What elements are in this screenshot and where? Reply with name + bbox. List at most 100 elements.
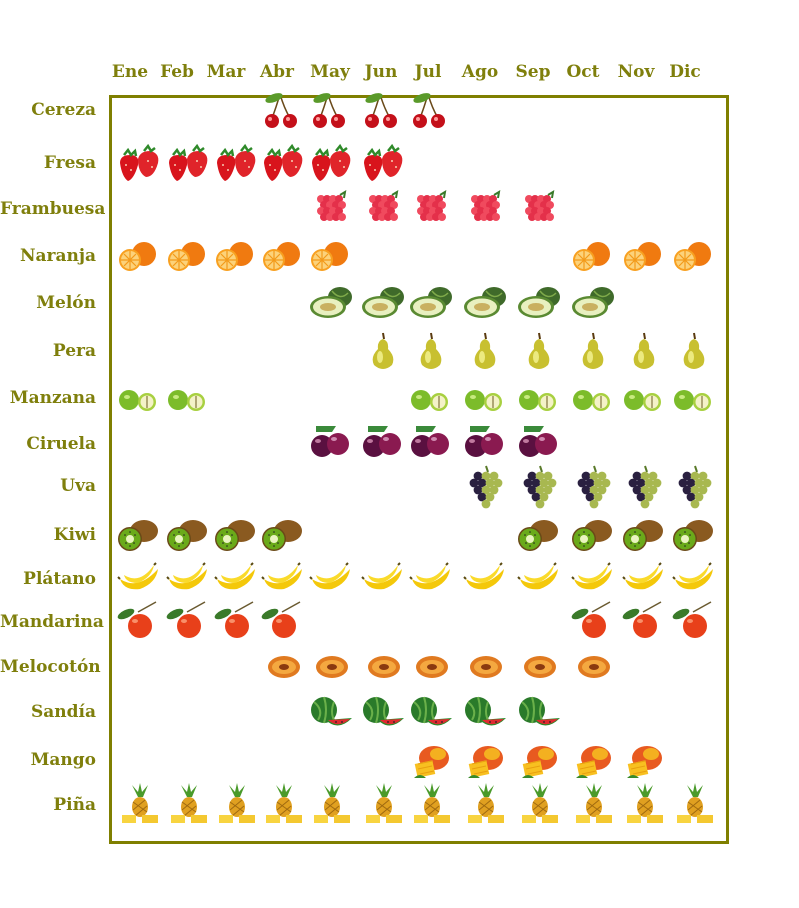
- orange-icon: [671, 234, 717, 278]
- mango-icon: [408, 738, 454, 782]
- mandarin-icon: [165, 600, 211, 644]
- pear-icon: [671, 329, 717, 373]
- pineapple-icon: [165, 783, 211, 827]
- apple-icon: [671, 376, 717, 420]
- fruit-label: Pera: [52, 341, 96, 361]
- melon-icon: [462, 281, 508, 325]
- plum-icon: [308, 422, 354, 466]
- mandarin-icon: [116, 600, 162, 644]
- melon-icon: [516, 281, 562, 325]
- fruit-label: Mango: [30, 750, 96, 770]
- melon-icon: [308, 281, 354, 325]
- pineapple-icon: [671, 783, 717, 827]
- apple-icon: [408, 376, 454, 420]
- banana-icon: [621, 557, 667, 601]
- apple-icon: [621, 376, 667, 420]
- month-label-nov: Nov: [617, 62, 655, 82]
- orange-icon: [260, 234, 306, 278]
- banana-icon: [671, 557, 717, 601]
- mandarin-icon: [570, 600, 616, 644]
- plum-icon: [408, 422, 454, 466]
- raspberry-icon: [308, 187, 354, 231]
- watermelon-icon: [516, 690, 562, 734]
- peach-icon: [260, 645, 306, 689]
- grapes-icon: [671, 464, 717, 509]
- banana-icon: [165, 557, 211, 601]
- kiwi-icon: [213, 513, 259, 557]
- melon-icon: [570, 281, 616, 325]
- apple-icon: [570, 376, 616, 420]
- pear-icon: [462, 329, 508, 373]
- grapes-icon: [516, 464, 562, 509]
- banana-icon: [408, 557, 454, 601]
- peach-icon: [408, 645, 454, 689]
- strawberry-icon: [260, 141, 306, 185]
- pineapple-icon: [570, 783, 616, 827]
- mandarin-icon: [213, 600, 259, 644]
- pear-icon: [516, 329, 562, 373]
- fruit-label: Uva: [60, 476, 96, 496]
- pineapple-icon: [408, 783, 454, 827]
- pineapple-icon: [213, 783, 259, 827]
- month-label-abr: Abr: [259, 62, 295, 82]
- peach-icon: [308, 645, 354, 689]
- mango-icon: [516, 738, 562, 782]
- strawberry-icon: [308, 141, 354, 185]
- month-label-sep: Sep: [515, 62, 551, 82]
- mandarin-icon: [671, 600, 717, 644]
- fruit-label: Sandía: [30, 702, 96, 722]
- plum-icon: [360, 422, 406, 466]
- raspberry-icon: [516, 187, 562, 231]
- peach-icon: [360, 645, 406, 689]
- fruit-label: Plátano: [23, 569, 96, 589]
- mango-icon: [570, 738, 616, 782]
- pear-icon: [621, 329, 667, 373]
- mandarin-icon: [621, 600, 667, 644]
- pineapple-icon: [360, 783, 406, 827]
- banana-icon: [260, 557, 306, 601]
- kiwi-icon: [260, 513, 306, 557]
- orange-icon: [570, 234, 616, 278]
- fruit-label: Mandarina: [0, 612, 104, 632]
- apple-icon: [165, 376, 211, 420]
- fruit-label: Melocotón: [0, 657, 101, 677]
- strawberry-icon: [165, 141, 211, 185]
- month-label-oct: Oct: [566, 62, 600, 82]
- banana-icon: [116, 557, 162, 601]
- apple-icon: [462, 376, 508, 420]
- pineapple-icon: [260, 783, 306, 827]
- peach-icon: [462, 645, 508, 689]
- watermelon-icon: [408, 690, 454, 734]
- orange-icon: [213, 234, 259, 278]
- pineapple-icon: [116, 783, 162, 827]
- fruit-label: Manzana: [9, 388, 96, 408]
- banana-icon: [516, 557, 562, 601]
- raspberry-icon: [360, 187, 406, 231]
- cherry-icon: [360, 88, 406, 132]
- apple-icon: [516, 376, 562, 420]
- pineapple-icon: [462, 783, 508, 827]
- fruit-label: Melón: [36, 293, 96, 313]
- month-label-dic: Dic: [669, 62, 701, 82]
- strawberry-icon: [213, 141, 259, 185]
- cherry-icon: [308, 88, 354, 132]
- watermelon-icon: [360, 690, 406, 734]
- apple-icon: [116, 376, 162, 420]
- pear-icon: [408, 329, 454, 373]
- fruit-label: Naranja: [19, 246, 96, 266]
- month-label-jul: Jul: [414, 62, 442, 82]
- banana-icon: [213, 557, 259, 601]
- banana-icon: [462, 557, 508, 601]
- melon-icon: [360, 281, 406, 325]
- orange-icon: [308, 234, 354, 278]
- mango-icon: [462, 738, 508, 782]
- mango-icon: [621, 738, 667, 782]
- grapes-icon: [570, 464, 616, 509]
- fruit-label: Kiwi: [53, 525, 96, 545]
- cherry-icon: [260, 88, 306, 132]
- pineapple-icon: [516, 783, 562, 827]
- banana-icon: [570, 557, 616, 601]
- fruit-label: Frambuesa: [0, 199, 106, 219]
- fruit-label: Piña: [53, 795, 96, 815]
- kiwi-icon: [671, 513, 717, 557]
